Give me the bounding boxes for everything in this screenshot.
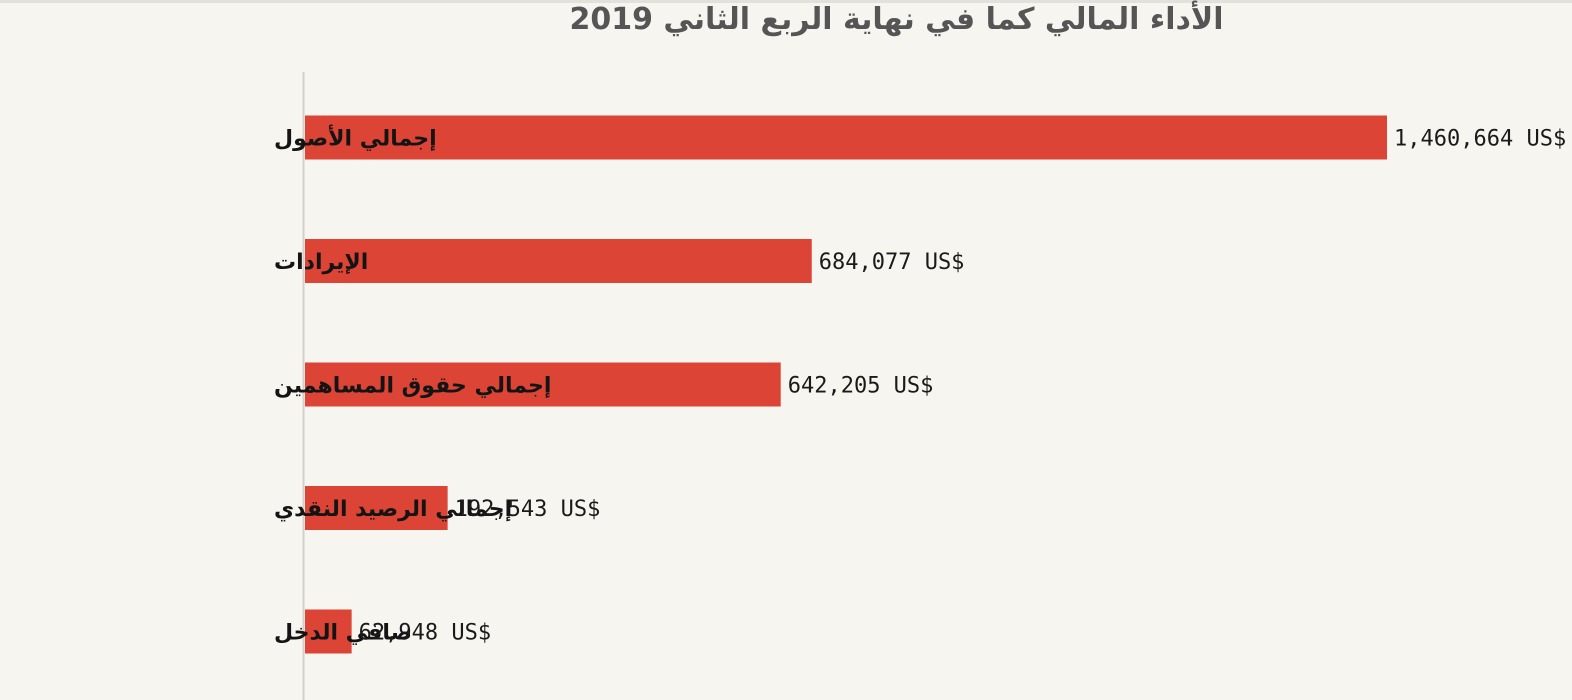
chart-title: الأداء المالي كما في نهاية الربع الثاني … [569,2,1224,37]
value-label: 192,543 US$ [455,497,601,522]
bar [305,486,448,530]
category-label: إجمالي الأصول [274,124,437,152]
bars-layer: إجمالي الأصول 1,460,664 US$ الإيرادات 684,0… [274,115,1566,654]
category-label: الإيرادات [274,250,368,275]
top-border [0,0,1572,3]
bar [305,609,352,654]
value-label: 642,205 US$ [788,374,934,399]
bar [305,362,781,407]
value-label: 684,077 US$ [819,250,965,275]
value-label: 62,948 US$ [359,621,491,646]
category-label: صافي الدخل [274,621,412,646]
category-label: إجمالي الرصيد النقدي [274,497,512,522]
bar [305,239,812,283]
value-label: 1,460,664 US$ [1394,127,1566,152]
category-label: إجمالي حقوق المساهمين [274,374,551,399]
bar [305,115,1387,160]
